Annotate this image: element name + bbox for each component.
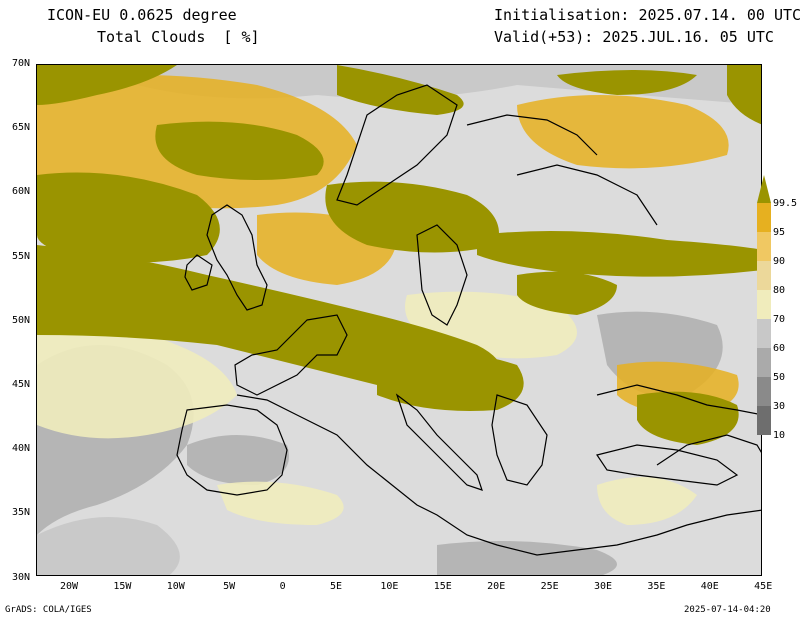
colorbar-label: 99.5 bbox=[773, 198, 798, 209]
colorbar-segment bbox=[757, 261, 771, 290]
lat-tick-label: 60N bbox=[11, 186, 30, 198]
lat-tick-label: 30N bbox=[11, 571, 30, 583]
colorbar-label: 10 bbox=[773, 430, 786, 441]
model-title: ICON-EU 0.0625 degree bbox=[47, 6, 237, 24]
colorbar-label: 90 bbox=[773, 256, 786, 267]
colorbar-segment bbox=[757, 377, 771, 406]
footer-credit: GrADS: COLA/IGES bbox=[5, 605, 92, 615]
colorbar-segment bbox=[757, 203, 771, 232]
colorbar-label: 60 bbox=[773, 343, 786, 354]
cloud-cover-map bbox=[36, 64, 762, 576]
lat-tick-label: 55N bbox=[11, 250, 30, 262]
colorbar-segment bbox=[757, 232, 771, 261]
colorbar-segment bbox=[757, 290, 771, 319]
coastlines bbox=[176, 84, 761, 556]
lat-tick-label: 40N bbox=[11, 443, 30, 455]
lon-tick-label: 20E bbox=[487, 581, 506, 592]
lon-tick-label: 5E bbox=[329, 581, 343, 592]
lon-tick-label: 25E bbox=[540, 581, 559, 592]
colorbar-segment bbox=[757, 319, 771, 348]
lat-tick-label: 50N bbox=[11, 314, 30, 326]
lat-tick-label: 70N bbox=[11, 58, 30, 69]
variable-title: Total Clouds [ %] bbox=[97, 28, 260, 46]
cloud-field-overcast bbox=[37, 65, 761, 445]
lat-tick-label: 35N bbox=[11, 507, 30, 519]
colorbar-label: 70 bbox=[773, 314, 786, 325]
lon-tick-label: 30E bbox=[593, 581, 613, 592]
lon-tick-label: 40E bbox=[700, 581, 719, 592]
colorbar-label: 95 bbox=[773, 227, 786, 238]
lon-tick-label: 0 bbox=[279, 581, 286, 592]
lon-tick-label: 35E bbox=[647, 581, 666, 592]
lon-tick-label: 15E bbox=[433, 581, 452, 592]
lon-tick-label: 10E bbox=[380, 581, 399, 592]
cloud-field-lightgrey bbox=[37, 65, 761, 575]
lon-tick-label: 15W bbox=[113, 581, 132, 592]
colorbar-label: 50 bbox=[773, 372, 786, 383]
lat-tick-label: 65N bbox=[11, 122, 30, 134]
colorbar-label: 30 bbox=[773, 401, 786, 412]
map-canvas bbox=[37, 65, 761, 575]
footer-timestamp: 2025-07-14-04:20 bbox=[684, 605, 771, 615]
cloud-field-cream bbox=[37, 291, 697, 525]
lon-tick-label: 45E bbox=[754, 581, 773, 592]
cloud-field-overcast-north bbox=[337, 65, 697, 115]
lon-tick-label: 5W bbox=[223, 581, 236, 592]
lon-tick-label: 10W bbox=[166, 581, 185, 592]
lon-tick-label: 20W bbox=[59, 581, 79, 592]
valid-time: Valid(+53): 2025.JUL.16. 05 UTC bbox=[494, 28, 774, 46]
lat-tick-label: 45N bbox=[11, 379, 30, 390]
init-time: Initialisation: 2025.07.14. 00 UTC bbox=[494, 6, 800, 24]
colorbar-segment bbox=[757, 348, 771, 377]
colorbar-top-arrow bbox=[757, 175, 771, 203]
colorbar-segment bbox=[757, 406, 771, 435]
colorbar-label: 80 bbox=[773, 285, 786, 296]
